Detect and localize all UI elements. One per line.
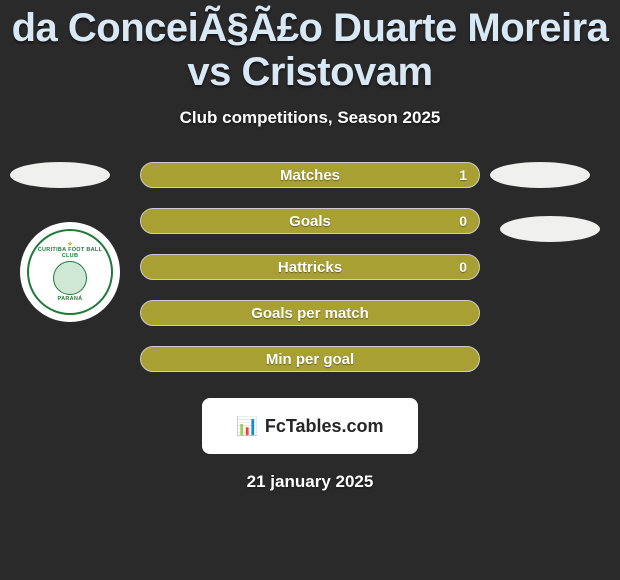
club-bottom-text: PARANÁ <box>58 297 83 303</box>
left-ellipse-1 <box>10 162 110 188</box>
content-root: da ConceiÃ§Ã£o Duarte Moreira vs Cristov… <box>0 0 620 580</box>
stat-bar-label: Min per goal <box>141 347 479 371</box>
stat-bar: Hattricks0 <box>140 254 480 280</box>
brand-chart-icon: 📊 <box>236 416 258 437</box>
stat-bar: Min per goal <box>140 346 480 372</box>
club-logo: ★ CURITIBA FOOT BALL CLUB PARANÁ <box>20 222 120 322</box>
stat-bar-label: Goals per match <box>141 301 479 325</box>
stat-bar-value: 0 <box>459 209 467 233</box>
club-globe-icon <box>53 261 87 295</box>
page-title: da ConceiÃ§Ã£o Duarte Moreira vs Cristov… <box>0 0 620 94</box>
stat-bar-label: Goals <box>141 209 479 233</box>
club-logo-inner: ★ CURITIBA FOOT BALL CLUB PARANÁ <box>27 229 113 315</box>
stat-bar-label: Hattricks <box>141 255 479 279</box>
stat-bar: Goals0 <box>140 208 480 234</box>
stat-bar-value: 1 <box>459 163 467 187</box>
brand-text: FcTables.com <box>265 416 384 437</box>
brand-box: 📊 FcTables.com <box>202 398 418 454</box>
stat-bar-label: Matches <box>141 163 479 187</box>
stat-bar: Matches1 <box>140 162 480 188</box>
subtitle: Club competitions, Season 2025 <box>0 108 620 128</box>
date-text: 21 january 2025 <box>0 472 620 492</box>
right-ellipse-1 <box>490 162 590 188</box>
stat-bar: Goals per match <box>140 300 480 326</box>
right-ellipse-2 <box>500 216 600 242</box>
stat-bar-value: 0 <box>459 255 467 279</box>
comparison-arena: ★ CURITIBA FOOT BALL CLUB PARANÁ Matches… <box>0 162 620 392</box>
stat-bars: Matches1Goals0Hattricks0Goals per matchM… <box>140 162 480 392</box>
club-top-text: CURITIBA FOOT BALL CLUB <box>29 248 111 259</box>
